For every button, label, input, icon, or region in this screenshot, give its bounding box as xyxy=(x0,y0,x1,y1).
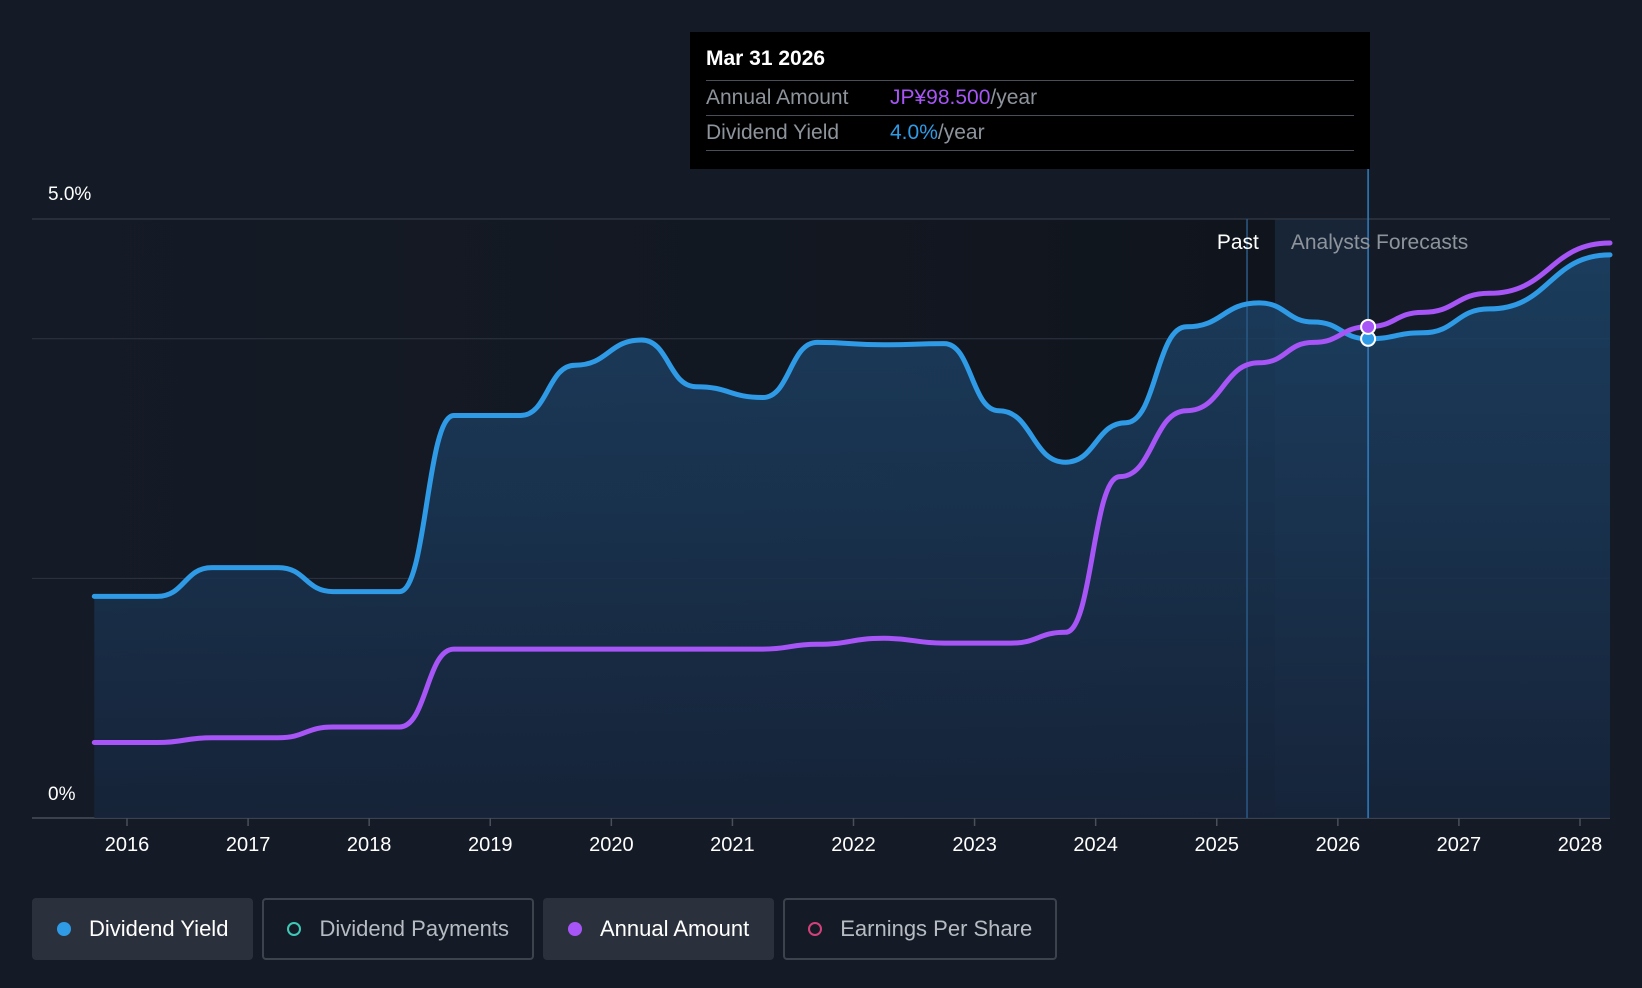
tooltip: Mar 31 2026 Annual Amount JP¥98.500 /yea… xyxy=(690,32,1370,169)
legend-dot-icon xyxy=(567,922,582,936)
forecast-label: Analysts Forecasts xyxy=(1291,231,1468,254)
x-tick-label: 2027 xyxy=(1437,834,1482,856)
legend-dividend-yield[interactable]: Dividend Yield xyxy=(32,898,254,960)
x-tick-label: 2022 xyxy=(831,834,876,856)
legend-dividend-payments[interactable]: Dividend Payments xyxy=(262,898,534,960)
y-tick-label-top: 5.0% xyxy=(48,184,91,205)
legend-ring-icon xyxy=(287,922,302,936)
x-tick-label: 2026 xyxy=(1316,834,1361,856)
past-label: Past xyxy=(1217,231,1259,254)
tooltip-date: Mar 31 2026 xyxy=(706,44,1354,81)
x-tick-label: 2024 xyxy=(1073,834,1118,856)
dividend-yield-area xyxy=(94,254,1610,818)
dividend-yield-line xyxy=(91,252,1613,599)
x-tick-label: 2025 xyxy=(1195,834,1240,856)
tooltip-row-annual-amount: Annual Amount JP¥98.500 /year xyxy=(706,81,1354,116)
x-tick-label: 2028 xyxy=(1558,834,1603,856)
legend-label: Dividend Yield xyxy=(89,916,229,941)
legend-label: Earnings Per Share xyxy=(840,916,1033,941)
tooltip-value: 4.0% xyxy=(890,121,938,144)
legend-label: Dividend Payments xyxy=(319,916,509,941)
tooltip-row-dividend-yield: Dividend Yield 4.0% /year xyxy=(706,116,1354,151)
x-tick-label: 2018 xyxy=(347,834,392,856)
tooltip-label: Dividend Yield xyxy=(706,121,840,144)
legend-earnings-per-share[interactable]: Earnings Per Share xyxy=(783,898,1058,960)
x-tick-label: 2019 xyxy=(468,834,513,856)
x-tick-label: 2017 xyxy=(226,834,271,856)
annual-amount-marker xyxy=(1360,318,1377,335)
legend: Dividend Yield Dividend Payments Annual … xyxy=(32,898,1058,960)
x-tick-label: 2016 xyxy=(105,834,150,856)
tooltip-suffix: /year xyxy=(990,86,1038,109)
tooltip-suffix: /year xyxy=(937,121,985,144)
annual-amount-line xyxy=(91,240,1613,746)
legend-label: Annual Amount xyxy=(599,916,750,941)
legend-ring-icon xyxy=(808,922,823,936)
x-tick-label: 2021 xyxy=(710,834,755,856)
x-tick-label: 2023 xyxy=(952,834,997,856)
legend-annual-amount[interactable]: Annual Amount xyxy=(542,898,775,960)
tooltip-label: Annual Amount xyxy=(706,86,849,109)
legend-dot-icon xyxy=(57,922,71,936)
y-tick-label-bottom: 0% xyxy=(48,784,76,805)
tooltip-value: JP¥98.500 xyxy=(890,86,991,109)
x-tick-label: 2020 xyxy=(589,834,634,856)
